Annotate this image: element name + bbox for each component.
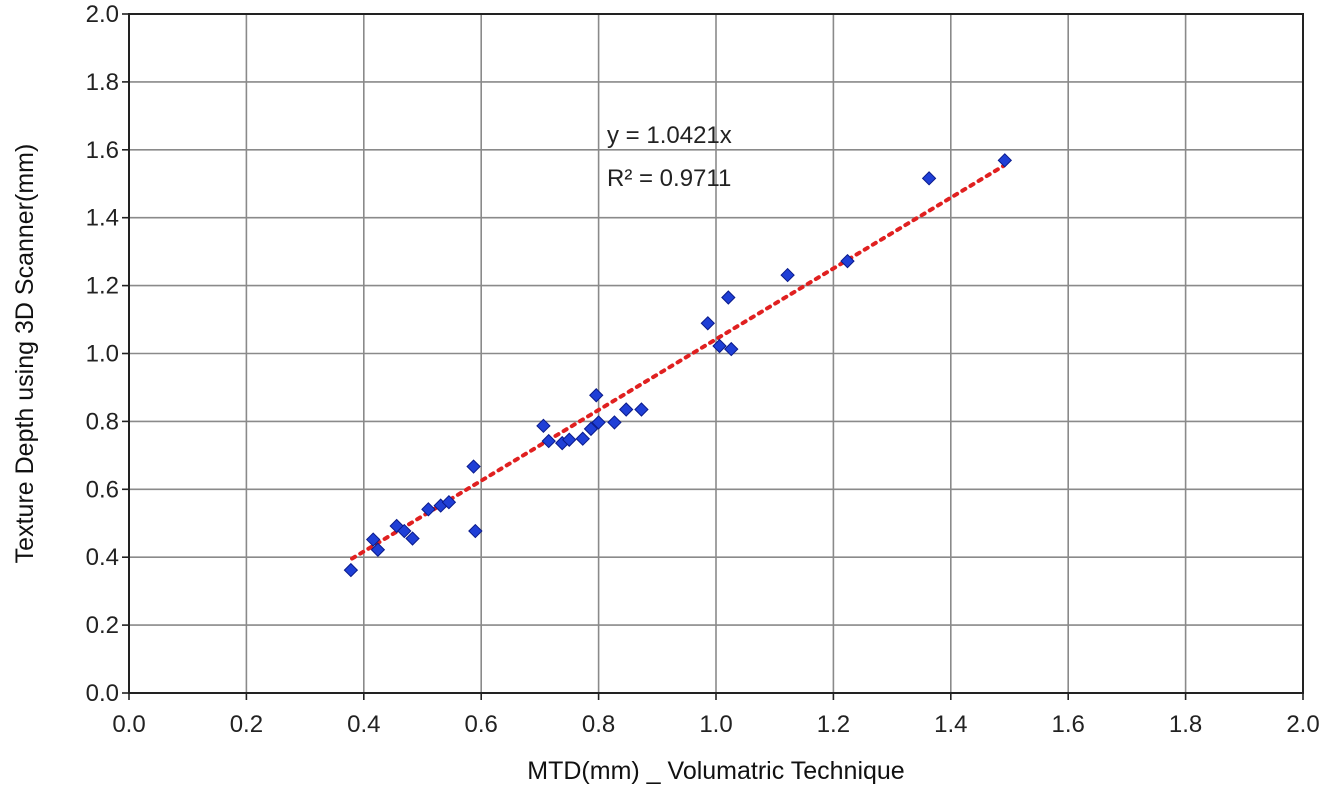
data-point [365,532,381,547]
data-point [618,402,634,417]
data-point [634,402,649,417]
x-tick-label: 1.0 [699,711,732,738]
data-point [607,415,622,430]
data-point [466,459,481,474]
data-point [536,418,551,434]
x-tick-label: 1.6 [1052,711,1085,738]
gridlines [129,14,1303,693]
y-tick-label: 2.0 [86,1,119,28]
axis-tick-marks [122,13,1304,700]
data-point [468,523,483,539]
x-tick-label: 0.6 [465,711,498,738]
data-point [840,253,855,269]
y-tick-label: 1.4 [86,205,119,232]
x-tick-label: 0.4 [347,711,380,738]
data-point [780,267,795,283]
data-point [541,433,556,449]
x-tick-label: 0.2 [230,711,263,738]
linear-trendline [350,163,1006,561]
data-point [921,171,937,186]
x-tick-label: 2.0 [1286,711,1319,738]
data-point [421,502,436,517]
data-point [397,523,412,539]
data-point [441,494,457,510]
data-point [591,415,606,430]
data-points [343,153,1013,578]
y-tick-label: 0.8 [86,408,119,435]
y-axis-title: Texture Depth using 3D Scanner(mm) [11,144,39,564]
data-point [370,542,386,557]
x-tick-label: 1.2 [817,711,850,738]
y-tick-label: 0.0 [86,680,119,707]
data-point [724,341,739,357]
trendline-r-squared: R² = 0.9711 [607,165,731,192]
data-point [589,388,604,403]
y-tick-label: 1.6 [86,137,119,164]
data-point [562,432,577,447]
data-point [721,290,736,305]
x-tick-label: 1.8 [1169,711,1202,738]
data-point [405,531,420,546]
x-tick-label: 0.8 [582,711,615,738]
y-tick-label: 0.4 [86,544,119,571]
data-point [997,153,1013,168]
x-tick-label: 0.0 [112,711,145,738]
data-point [700,316,715,331]
y-tick-label: 0.6 [86,476,119,503]
x-axis-tick-labels: 0.0 0.2 0.4 0.6 0.8 1.0 1.2 1.4 1.6 1.8 2.0 [112,711,1319,738]
x-axis-title: MTD(mm) _ Volumatric Technique [527,757,904,785]
trendline-equation: y = 1.0421x [607,122,732,149]
y-tick-label: 1.0 [86,341,119,368]
y-axis-tick-labels: 0.0 0.2 0.4 0.6 0.8 1.0 1.2 1.4 1.6 1.8 2.0 [86,1,119,707]
y-tick-label: 1.2 [86,273,119,300]
y-tick-label: 1.8 [86,69,119,96]
data-point [712,338,727,354]
data-point [583,421,599,437]
data-point [575,431,590,446]
y-tick-label: 0.2 [86,612,119,639]
x-tick-label: 1.4 [934,711,967,738]
data-point [343,562,359,578]
